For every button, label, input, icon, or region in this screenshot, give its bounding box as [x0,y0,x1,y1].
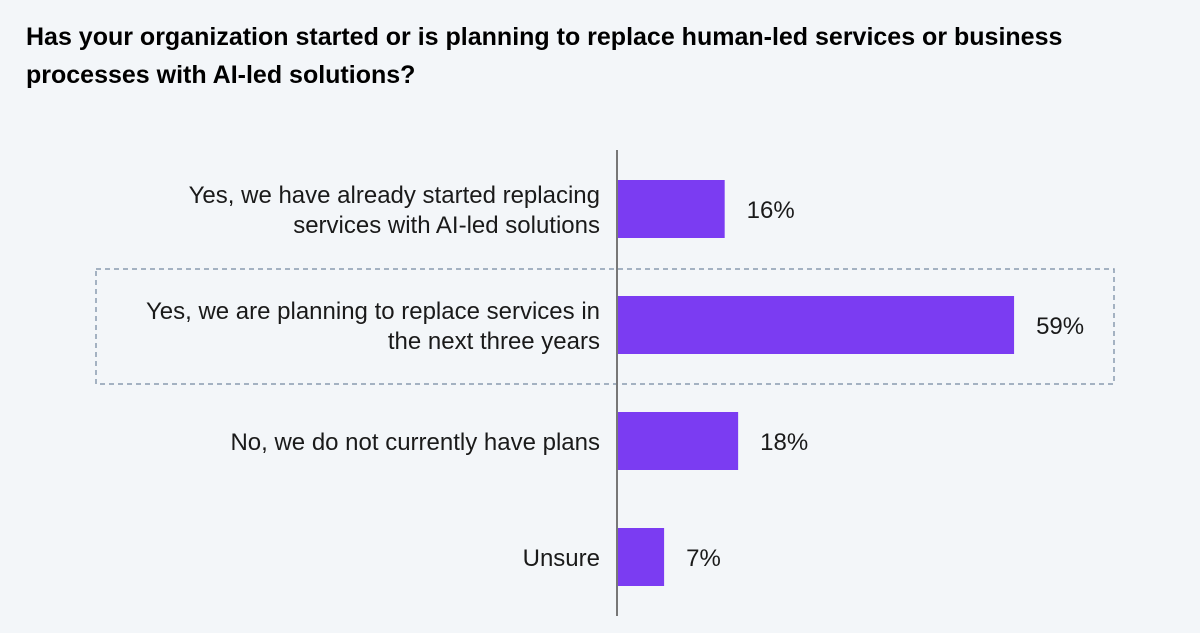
bar-2 [617,412,739,470]
bar-1 [617,296,1015,354]
bar-3 [617,528,665,586]
value-label-2: 18% [760,429,808,456]
bar-0 [617,180,725,238]
category-labels: Yes, we have already started replacing se… [146,182,600,572]
value-labels: 16% 59% 18% 7% [686,197,1084,572]
value-label-3: 7% [686,545,721,572]
category-label-line: Unsure [523,545,600,572]
category-label-3: Unsure [523,545,600,572]
bars-group [617,180,1015,586]
category-label-line: Yes, we are planning to replace services… [146,298,600,325]
value-label-1: 59% [1036,313,1084,340]
category-label-line: Yes, we have already started replacing [189,182,600,209]
value-label-0: 16% [747,197,795,224]
category-label-1: Yes, we are planning to replace services… [146,298,600,355]
category-label-2: No, we do not currently have plans [230,429,600,456]
category-label-line: services with AI-led solutions [293,212,600,239]
category-label-0: Yes, we have already started replacing se… [189,182,600,239]
chart-title: Has your organization started or is plan… [26,23,1063,89]
highlight-box [95,268,1115,385]
category-label-line: the next three years [388,328,600,355]
category-label-line: No, we do not currently have plans [230,429,600,456]
